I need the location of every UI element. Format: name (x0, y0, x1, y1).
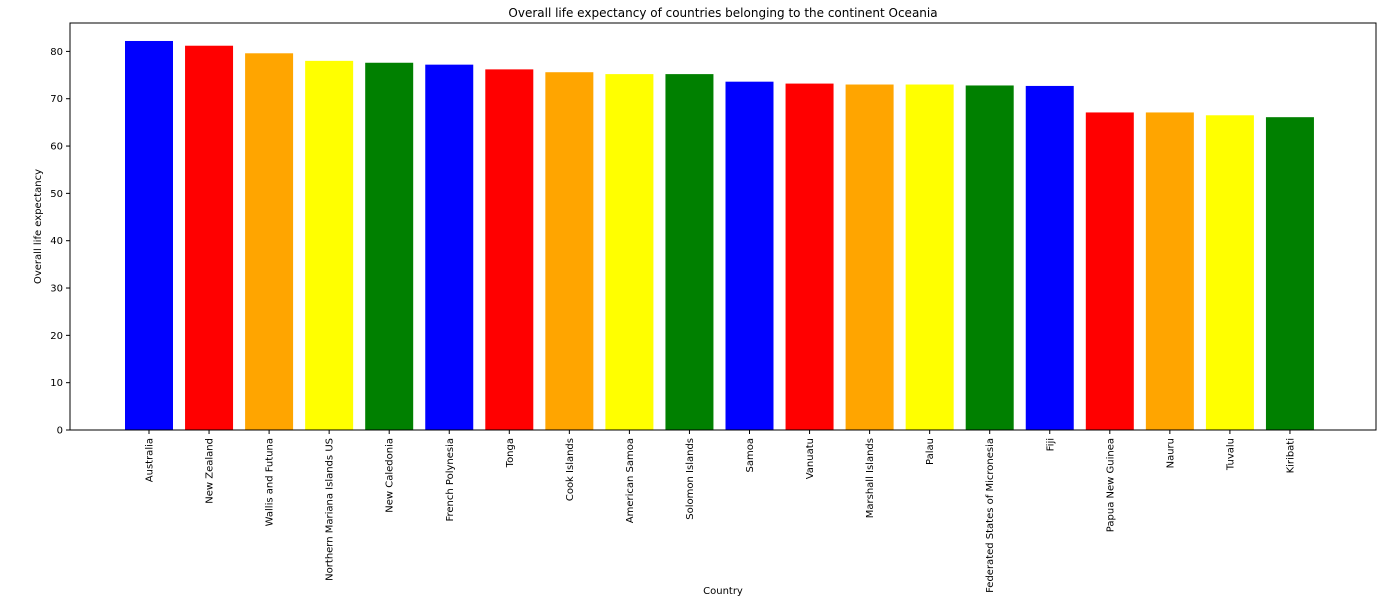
bar-australia (125, 40, 173, 430)
bar-wallis-and-futuna (245, 53, 294, 430)
x-tick-label: Palau (925, 438, 936, 465)
y-tick-label: 40 (50, 236, 63, 247)
bar-cook-islands (545, 72, 594, 430)
y-axis-label: Overall life expectancy (33, 169, 44, 284)
x-tick-label: Vanuatu (805, 438, 816, 479)
bar-tuvalu (1205, 115, 1254, 430)
y-tick-label: 0 (57, 426, 63, 437)
y-tick-label: 80 (50, 47, 63, 58)
plot-frame (69, 22, 1377, 431)
x-axis-label: Country (703, 586, 743, 597)
x-tick-label: Papua New Guinea (1105, 438, 1116, 532)
bar-marshall-islands (845, 84, 894, 431)
bar-american-samoa (605, 74, 654, 431)
x-tick-label: Federated States of Micronesia (985, 438, 996, 593)
y-tick-label: 30 (50, 284, 63, 295)
bar-samoa (725, 81, 774, 431)
x-tick-label: Wallis and Futuna (265, 438, 276, 526)
x-tick-label: Nauru (1165, 438, 1176, 468)
y-tick-label: 10 (50, 378, 63, 389)
chart-title: Overall life expectancy of countries bel… (508, 6, 937, 20)
bar-new-caledonia (365, 62, 414, 430)
x-tick-label: New Zealand (205, 438, 216, 504)
x-tick-label: Kiribati (1285, 438, 1296, 473)
x-tick-label: Marshall Islands (865, 438, 876, 518)
x-tick-label: Samoa (745, 438, 756, 472)
x-tick-label: Australia (145, 438, 156, 482)
bar-federated-states-of-micronesia (965, 85, 1014, 430)
bar-vanuatu (785, 83, 834, 430)
x-axis-ticks: Australia New Zealand Wallis and Futuna Nor… (145, 430, 1296, 593)
bar-papua-new-guinea (1085, 112, 1134, 430)
x-tick-label: American Samoa (625, 438, 636, 523)
x-tick-label: Tuvalu (1225, 438, 1236, 471)
x-tick-label: Fiji (1045, 438, 1056, 451)
y-axis-ticks: 0 10 20 30 40 50 60 70 80 (50, 47, 70, 437)
x-tick-label: New Caledonia (385, 438, 396, 513)
bar-fiji (1025, 85, 1074, 430)
x-tick-label: Cook Islands (565, 438, 576, 501)
bar-tonga (485, 69, 534, 430)
y-tick-label: 70 (50, 94, 63, 105)
x-tick-label: Solomon Islands (685, 438, 696, 520)
bar-french-polynesia (425, 64, 474, 431)
x-tick-label: French Polynesia (445, 438, 456, 522)
y-tick-label: 60 (50, 142, 63, 153)
y-tick-label: 50 (50, 189, 63, 200)
y-tick-label: 20 (50, 331, 63, 342)
bars-group (125, 40, 1314, 431)
bar-northern-mariana-islands-us (305, 60, 354, 431)
bar-kiribati (1265, 117, 1314, 431)
x-tick-label: Tonga (505, 438, 516, 468)
x-tick-label: Northern Mariana Islands US (325, 438, 336, 581)
bar-new-zealand (185, 45, 234, 430)
bar-palau (905, 84, 954, 431)
bar-solomon-islands (665, 74, 714, 431)
bar-nauru (1145, 112, 1194, 430)
